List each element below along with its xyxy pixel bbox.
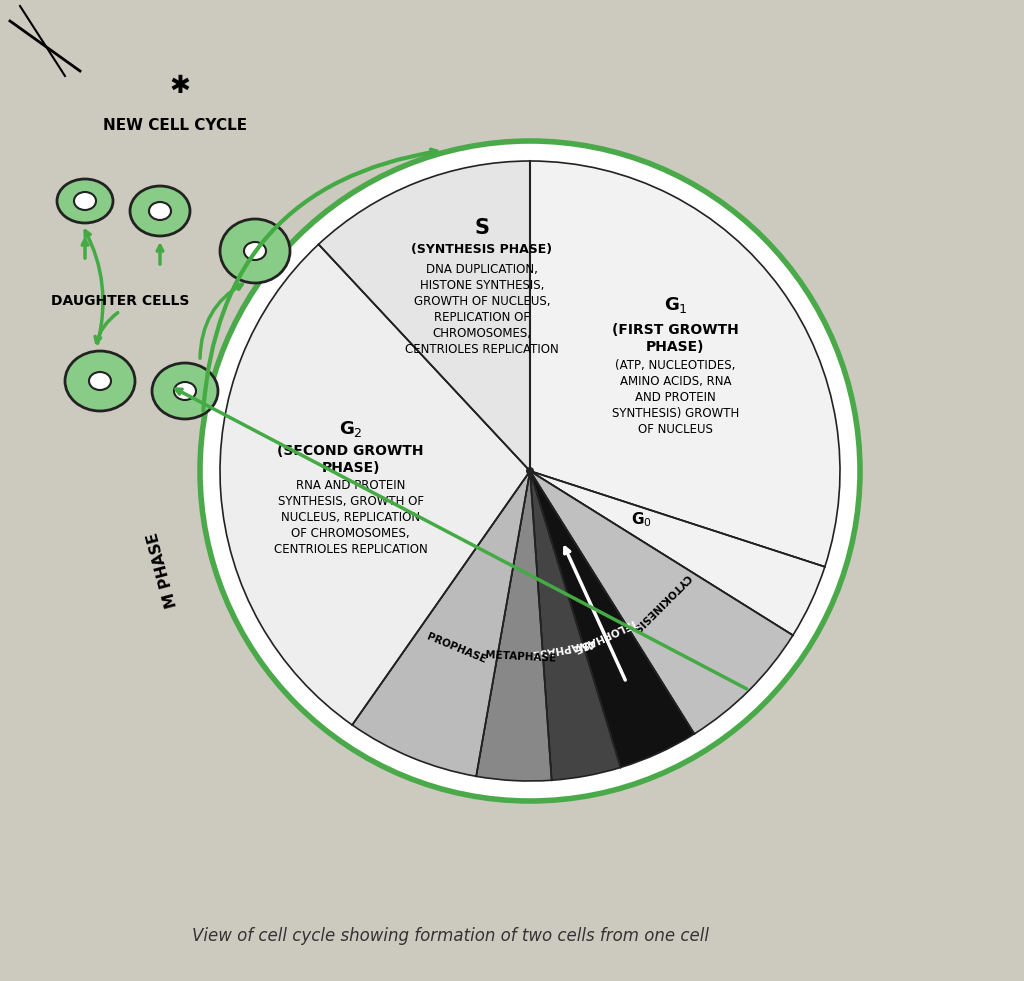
Text: (SECOND GROWTH: (SECOND GROWTH: [278, 443, 424, 457]
Text: RNA AND PROTEIN: RNA AND PROTEIN: [296, 479, 406, 492]
Wedge shape: [352, 471, 530, 776]
Text: SYNTHESIS, GROWTH OF: SYNTHESIS, GROWTH OF: [278, 495, 424, 508]
Ellipse shape: [74, 192, 96, 210]
Text: PROPHASE: PROPHASE: [425, 632, 487, 665]
Text: NEW CELL CYCLE: NEW CELL CYCLE: [103, 119, 247, 133]
Circle shape: [202, 143, 858, 799]
Text: PHASE): PHASE): [646, 340, 705, 354]
Circle shape: [526, 467, 534, 475]
Text: M PHASE: M PHASE: [145, 530, 180, 608]
Text: PHASE): PHASE): [322, 460, 380, 475]
Text: METAPHASE: METAPHASE: [484, 649, 556, 663]
Text: DAUGHTER CELLS: DAUGHTER CELLS: [51, 294, 189, 308]
Text: GROWTH OF NUCLEUS,: GROWTH OF NUCLEUS,: [414, 295, 550, 308]
Wedge shape: [476, 471, 552, 781]
Wedge shape: [530, 471, 621, 780]
Ellipse shape: [89, 372, 111, 390]
Wedge shape: [530, 471, 793, 734]
Text: CHROMOSOMES,: CHROMOSOMES,: [432, 328, 531, 340]
Text: SYNTHESIS) GROWTH: SYNTHESIS) GROWTH: [611, 407, 739, 420]
Text: G$_1$: G$_1$: [664, 295, 687, 315]
Text: (ATP, NUCLEOTIDES,: (ATP, NUCLEOTIDES,: [615, 359, 735, 372]
Text: DNA DUPLICATION,: DNA DUPLICATION,: [426, 264, 538, 277]
Text: S: S: [474, 218, 489, 238]
Text: HISTONE SYNTHESIS,: HISTONE SYNTHESIS,: [420, 280, 544, 292]
Text: TELOPHASE: TELOPHASE: [571, 616, 638, 653]
Wedge shape: [530, 471, 824, 636]
Ellipse shape: [65, 351, 135, 411]
Text: ANAPHASE: ANAPHASE: [530, 637, 595, 658]
Text: View of cell cycle showing formation of two cells from one cell: View of cell cycle showing formation of …: [191, 927, 709, 945]
Ellipse shape: [152, 363, 218, 419]
Wedge shape: [530, 471, 694, 767]
Ellipse shape: [244, 242, 266, 260]
Text: AND PROTEIN: AND PROTEIN: [635, 390, 716, 404]
Ellipse shape: [57, 179, 113, 223]
Text: AMINO ACIDS, RNA: AMINO ACIDS, RNA: [620, 375, 731, 387]
Text: (SYNTHESIS PHASE): (SYNTHESIS PHASE): [412, 243, 552, 256]
Text: (FIRST GROWTH: (FIRST GROWTH: [612, 324, 739, 337]
Text: REPLICATION OF: REPLICATION OF: [434, 311, 529, 325]
Text: G$_2$: G$_2$: [339, 419, 362, 439]
Text: CENTRIOLES REPLICATION: CENTRIOLES REPLICATION: [273, 543, 427, 556]
Text: OF NUCLEUS: OF NUCLEUS: [638, 423, 713, 436]
Ellipse shape: [150, 202, 171, 220]
Text: CENTRIOLES REPLICATION: CENTRIOLES REPLICATION: [404, 343, 559, 356]
Text: ✱: ✱: [170, 74, 190, 98]
Ellipse shape: [130, 186, 190, 236]
Text: CYTOKINESIS: CYTOKINESIS: [631, 572, 692, 634]
Wedge shape: [220, 244, 530, 725]
Ellipse shape: [220, 219, 290, 283]
Wedge shape: [530, 161, 840, 567]
Ellipse shape: [174, 382, 196, 400]
Text: NUCLEUS, REPLICATION: NUCLEUS, REPLICATION: [281, 511, 420, 524]
Text: G$_0$: G$_0$: [631, 510, 652, 530]
Text: OF CHROMOSOMES,: OF CHROMOSOMES,: [291, 527, 410, 541]
Wedge shape: [318, 161, 530, 471]
